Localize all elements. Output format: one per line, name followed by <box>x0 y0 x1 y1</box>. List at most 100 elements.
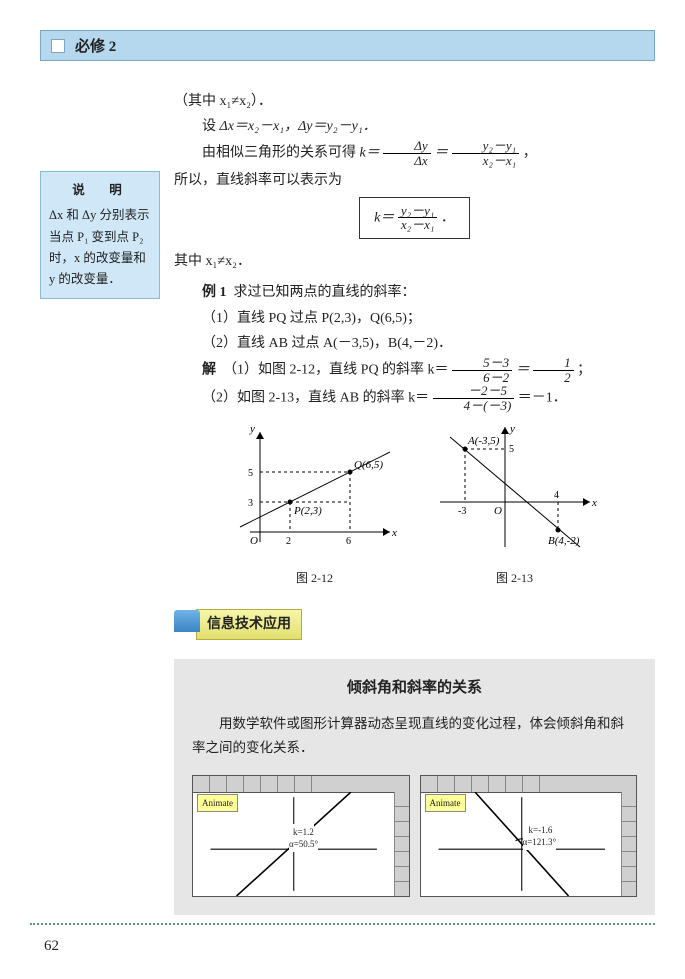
sidebar-button[interactable] <box>395 837 409 852</box>
sidebar-button[interactable] <box>622 822 636 837</box>
tag-label: 信息技术应用 <box>196 609 302 640</box>
figure-caption: 图 2-13 <box>430 568 600 590</box>
sidebar-button[interactable] <box>622 837 636 852</box>
calc-sidebar <box>394 792 409 896</box>
svg-text:O: O <box>250 535 258 547</box>
toolbar-button[interactable] <box>244 776 261 792</box>
numerator: －2－5 <box>433 384 515 399</box>
calc-toolbar <box>421 776 637 793</box>
toolbar-button[interactable] <box>438 776 455 792</box>
sidebar-button[interactable] <box>395 852 409 867</box>
sidebar-button[interactable] <box>395 792 409 807</box>
toolbar-button[interactable] <box>193 776 210 792</box>
text: 由相似三角形的关系可得 <box>202 146 360 161</box>
text: （1）如图 2-12，直线 PQ 的斜率 k＝ <box>223 362 449 377</box>
svg-text:P(2,3): P(2,3) <box>293 505 322 517</box>
svg-text:3: 3 <box>248 498 253 509</box>
toolbar-button[interactable] <box>278 776 295 792</box>
text: ， <box>523 146 537 161</box>
figures-row: x y O P(2,3) Q(6,5) 2 6 <box>174 422 655 589</box>
text-line: 其中 x₁≠x₂． <box>174 249 655 274</box>
svg-text:5: 5 <box>248 468 253 479</box>
svg-text:4: 4 <box>554 490 559 501</box>
svg-text:-3: -3 <box>458 506 466 517</box>
denominator: x₂－x₁ <box>398 218 438 232</box>
figure-2-12: x y O P(2,3) Q(6,5) 2 6 <box>230 422 400 589</box>
denominator: 2 <box>533 371 574 385</box>
fraction: y₂－y₁ x₂－x₁ <box>398 204 438 232</box>
svg-text:x: x <box>391 527 397 539</box>
body-area: 说 明 Δx 和 Δy 分别表示当点 P₁ 变到点 P₂ 时，x 的改变量和 y… <box>40 89 655 915</box>
sidebar-button[interactable] <box>622 852 636 867</box>
animate-label[interactable]: Animate <box>425 794 466 812</box>
figure-svg: x y O A(-3,5) B(4,-2) -3 4 5 <box>430 422 600 552</box>
svg-text:Q(6,5): Q(6,5) <box>354 459 383 471</box>
toolbar-button[interactable] <box>210 776 227 792</box>
text-line: （其中 x₁≠x₂）． <box>174 89 655 114</box>
note-body: Δx 和 Δy 分别表示当点 P₁ 变到点 P₂ 时，x 的改变量和 y 的改变… <box>49 205 151 290</box>
toolbar-button[interactable] <box>295 776 312 792</box>
sidebar-button[interactable] <box>622 792 636 807</box>
sidebar-button[interactable] <box>395 822 409 837</box>
chapter-title: 必修 2 <box>75 35 116 56</box>
main-content: （其中 x₁≠x₂）． 设 Δx＝x₂－x₁，Δy＝y₂－y₁． 由相似三角形的… <box>174 89 655 915</box>
fraction: －2－5 4－(－3) <box>433 384 515 412</box>
text: ． <box>441 210 455 225</box>
numerator: y₂－y₁ <box>452 139 520 154</box>
calc-alpha-label: α=50.5° <box>289 836 318 852</box>
text-line: 所以，直线斜率可以表示为 <box>174 168 655 193</box>
boxed-formula: k＝ y₂－y₁ x₂－x₁ ． <box>359 197 470 239</box>
toolbar-button[interactable] <box>489 776 506 792</box>
toolbar-button[interactable] <box>227 776 244 792</box>
sidebar-button[interactable] <box>622 807 636 822</box>
toolbar-button[interactable] <box>472 776 489 792</box>
info-panel: 倾斜角和斜率的关系 用数学软件或图形计算器动态呈现直线的变化过程，体会倾斜角和斜… <box>174 659 655 915</box>
sidebar-button[interactable] <box>622 867 636 882</box>
math: k＝ <box>374 210 394 225</box>
sidebar-button[interactable] <box>395 807 409 822</box>
page-number: 62 <box>44 938 59 955</box>
calc-canvas: Animate k=1.2 α=50.5° <box>193 792 395 896</box>
figure-2-13: x y O A(-3,5) B(4,-2) -3 4 5 <box>430 422 600 589</box>
math: k＝ <box>360 146 380 161</box>
svg-text:A(-3,5): A(-3,5) <box>467 435 500 447</box>
toolbar-button[interactable] <box>261 776 278 792</box>
svg-text:6: 6 <box>346 536 351 547</box>
math: ＝ <box>434 146 448 161</box>
solution-line: （2）如图 2-13，直线 AB 的斜率 k＝ －2－5 4－(－3) ＝－1． <box>174 384 655 412</box>
toolbar-button[interactable] <box>506 776 523 792</box>
panel-text: 用数学软件或图形计算器动态呈现直线的变化过程，体会倾斜角和斜率之间的变化关系． <box>192 712 637 761</box>
calc-sidebar <box>621 792 636 896</box>
animate-label[interactable]: Animate <box>197 794 238 812</box>
solve-label: 解 <box>202 362 216 377</box>
numerator: y₂－y₁ <box>398 204 438 219</box>
text: 设 <box>202 119 220 134</box>
example-label: 例 1 <box>202 285 227 300</box>
header-square-icon <box>51 39 65 53</box>
footer-dots <box>30 923 655 925</box>
toolbar-button[interactable] <box>421 776 438 792</box>
numerator: Δy <box>383 139 430 154</box>
chapter-header: 必修 2 <box>40 30 655 61</box>
fraction: 1 2 <box>533 356 574 384</box>
text: （2）如图 2-13，直线 AB 的斜率 k＝ <box>202 391 429 406</box>
math: ＝ <box>516 362 530 377</box>
tag-icon <box>174 610 200 632</box>
text-line: 设 Δx＝x₂－x₁，Δy＝y₂－y₁． <box>174 114 655 139</box>
svg-text:5: 5 <box>509 444 514 455</box>
sidebar-button[interactable] <box>395 867 409 882</box>
section-tag: 信息技术应用 <box>174 609 302 640</box>
svg-text:y: y <box>509 423 515 435</box>
svg-text:O: O <box>494 505 502 517</box>
fraction: Δy Δx <box>383 139 430 167</box>
figure-caption: 图 2-12 <box>230 568 400 590</box>
calculator-screenshots: Animate k=1.2 α=50.5° <box>192 775 637 897</box>
calc-alpha-label: α=121.3° <box>523 834 557 850</box>
svg-text:2: 2 <box>286 536 291 547</box>
page: 必修 2 说 明 Δx 和 Δy 分别表示当点 P₁ 变到点 P₂ 时，x 的改… <box>0 0 685 979</box>
figure-svg: x y O P(2,3) Q(6,5) 2 6 <box>230 422 400 552</box>
svg-text:y: y <box>249 423 255 435</box>
toolbar-button[interactable] <box>455 776 472 792</box>
toolbar-button[interactable] <box>523 776 540 792</box>
text: 求过已知两点的直线的斜率： <box>234 285 416 300</box>
